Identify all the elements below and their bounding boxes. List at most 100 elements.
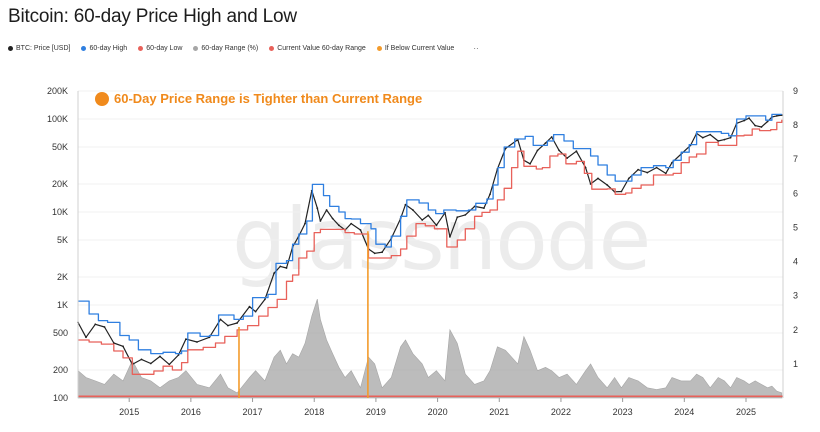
price-point (103, 326, 106, 328)
price-point (473, 205, 476, 208)
price-point (754, 124, 757, 127)
price-point (456, 216, 459, 219)
x-tick-label: 2023 (613, 407, 633, 417)
legend-dot-high (81, 46, 87, 51)
y-right-tick-label: 1 (793, 359, 798, 369)
price-point (444, 211, 446, 214)
legend: BTC: Price [USD] 60-day High 60-day Low … (8, 44, 479, 53)
y-right-tick-label: 5 (793, 222, 798, 232)
price-point (717, 140, 720, 142)
legend-item-range[interactable]: 60-day Range (%) (193, 45, 258, 52)
price-point (264, 298, 266, 301)
y-left-tick-label: 10K (52, 207, 68, 217)
series-high-line (78, 113, 782, 355)
series-range-area (77, 299, 783, 399)
y-left-tick-label: 5K (57, 235, 68, 245)
legend-item-price[interactable]: BTC: Price [USD] (8, 45, 70, 52)
legend-label-below-current: If Below Current Value (384, 45, 455, 52)
price-point (760, 126, 763, 128)
price-point (304, 222, 306, 225)
y-left-tick-label: 50K (52, 142, 68, 152)
legend-dot-low (138, 46, 144, 51)
legend-item-low[interactable]: 60-day Low (138, 45, 182, 52)
y-left-tick-label: 2K (57, 272, 68, 282)
price-point (381, 251, 383, 254)
price-point (236, 322, 239, 324)
x-tick-label: 2019 (366, 407, 386, 417)
price-point (159, 355, 161, 358)
legend-dot-current-range (269, 46, 275, 51)
price-point (627, 177, 630, 180)
price-point (219, 318, 222, 321)
legend-label-high: 60-day High (89, 45, 128, 52)
price-point (273, 272, 275, 275)
price-point (279, 265, 282, 268)
price-point (412, 209, 414, 211)
price-point (449, 236, 451, 238)
x-tick-label: 2015 (119, 407, 139, 417)
price-point (319, 220, 322, 222)
price-point (359, 229, 362, 231)
price-point (177, 354, 180, 356)
price-point (597, 177, 599, 180)
legend-label-range: 60-day Range (%) (201, 45, 259, 52)
price-point (637, 168, 639, 171)
price-point (529, 162, 531, 165)
price-point (196, 341, 198, 343)
x-tick-label: 2021 (489, 407, 509, 417)
price-point (185, 338, 187, 340)
price-point (373, 252, 376, 255)
legend-more-button[interactable]: ·· (473, 44, 479, 53)
legend-label-price: BTC: Price [USD] (16, 45, 71, 52)
marker-lines (78, 231, 783, 398)
legend-item-high[interactable]: 60-day High (81, 45, 127, 52)
price-point (427, 214, 430, 217)
price-point (620, 190, 623, 193)
price-point (709, 133, 712, 136)
price-point (723, 138, 726, 141)
price-point (421, 219, 424, 221)
price-point (589, 183, 592, 185)
price-point (489, 193, 491, 196)
price-point (701, 136, 704, 139)
price-point (655, 166, 658, 169)
price-point (435, 224, 438, 227)
price-point (606, 184, 609, 186)
price-point (338, 224, 340, 227)
legend-item-current-range[interactable]: Current Value 60-day Range (269, 45, 366, 52)
price-point (316, 207, 319, 210)
price-point (566, 157, 568, 160)
price-point (85, 336, 87, 339)
series-lines (77, 113, 783, 375)
price-point (483, 207, 485, 210)
y-right-tick-label: 7 (793, 154, 798, 164)
y-right-tick-label: 2 (793, 325, 798, 335)
price-point (664, 172, 667, 175)
price-point (575, 150, 578, 153)
annotation-text: 60-Day Price Range is Tighter than Curre… (114, 91, 423, 106)
x-tick-label: 2018 (304, 407, 324, 417)
price-point (122, 345, 124, 348)
price-point (544, 142, 547, 145)
price-point (464, 214, 467, 216)
x-tick-label: 2024 (674, 407, 694, 417)
y-left-tick-label: 200K (47, 86, 68, 96)
price-point (536, 149, 539, 152)
price-point (227, 324, 229, 327)
legend-item-below-current[interactable]: If Below Current Value (376, 45, 455, 52)
axes: 100 200 500 1K 2K 5K 10K 20K 50K 100K 200K 1 2 3 4 5 6 7 8… (47, 86, 798, 417)
y-right-tick-label: 4 (793, 257, 798, 267)
annotation-dot-icon (95, 91, 109, 106)
y-right-tick-label: 6 (793, 188, 798, 198)
y-right-tick-label: 8 (793, 120, 798, 130)
y-right-tick-label: 9 (793, 86, 798, 96)
legend-label-low: 60-day Low (146, 45, 183, 52)
legend-label-current-range: Current Value 60-day Range (277, 45, 366, 52)
x-tick-label: 2025 (736, 407, 756, 417)
x-tick-label: 2017 (243, 407, 263, 417)
legend-dot-price (8, 46, 13, 51)
legend-dot-below-current (376, 46, 382, 51)
chart-title: Bitcoin: 60-day Price High and Low (8, 6, 297, 27)
price-point (558, 149, 560, 152)
y-left-tick-label: 20K (52, 179, 68, 189)
